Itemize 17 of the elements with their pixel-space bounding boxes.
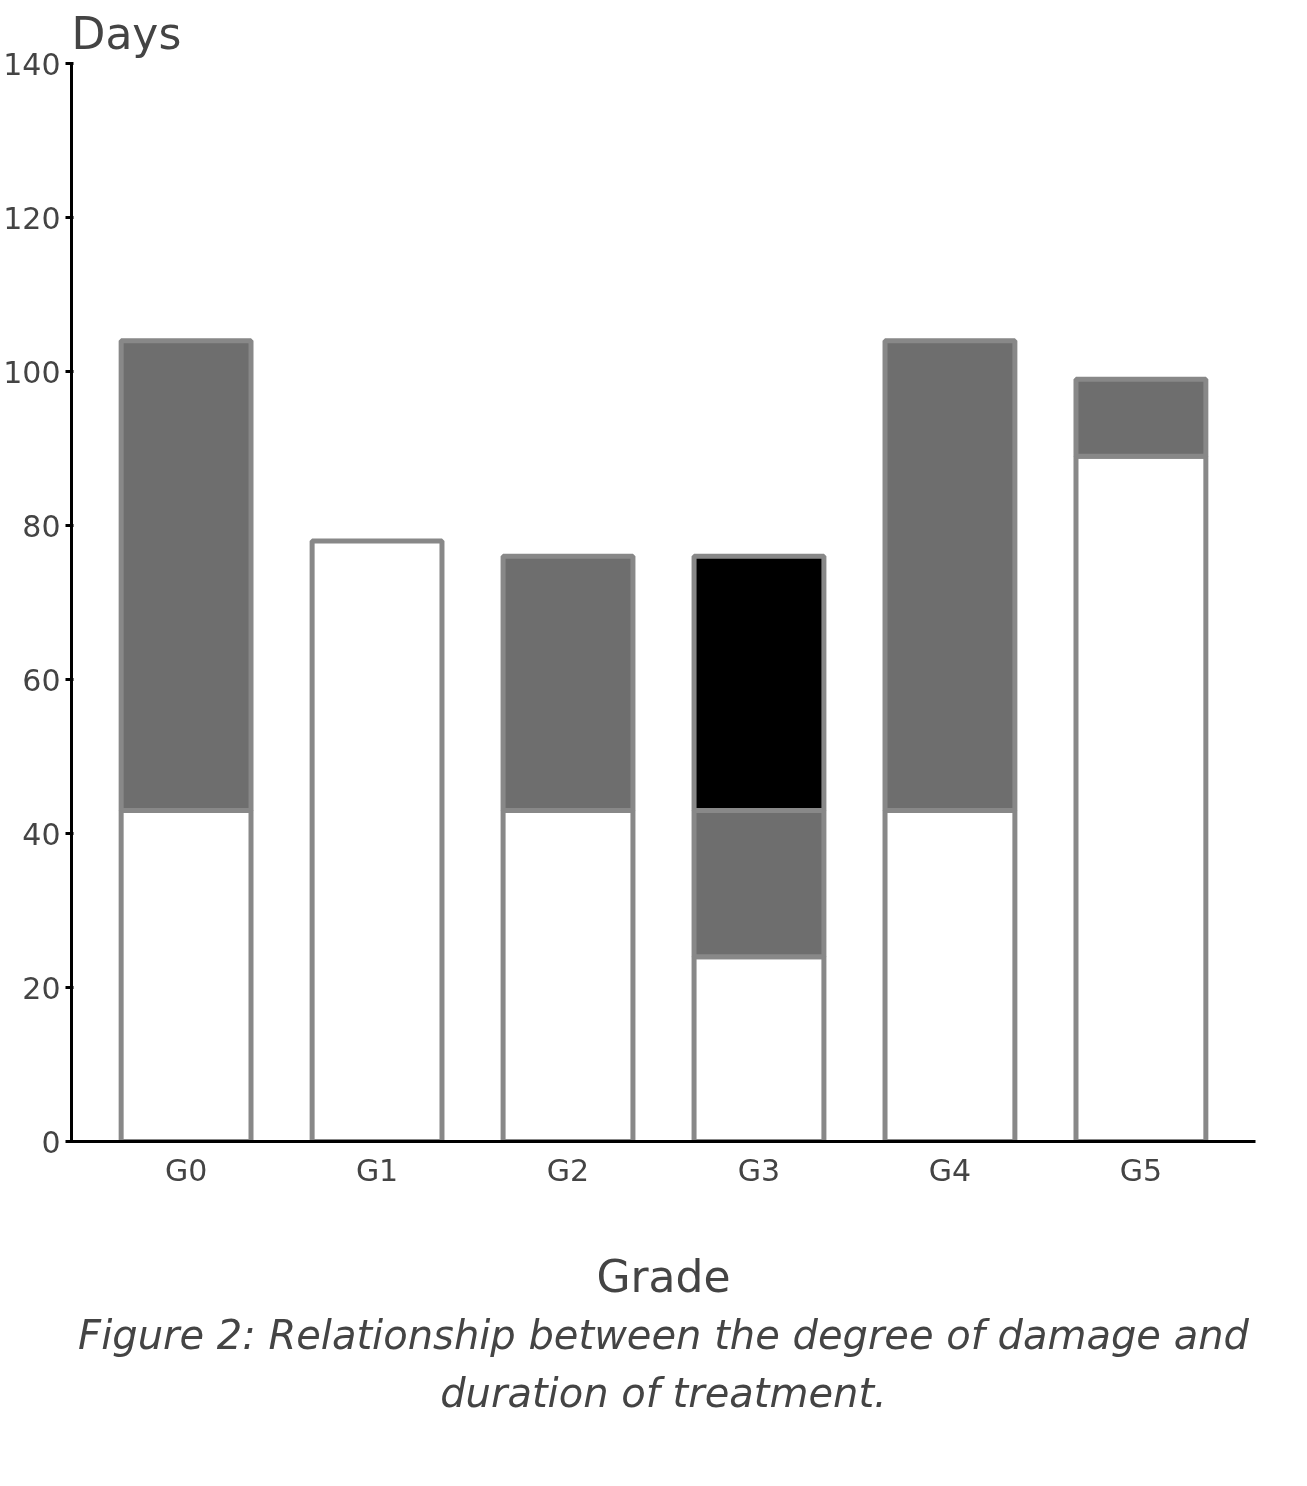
y-tick-label: 120	[3, 200, 61, 236]
x-tick-label: G4	[928, 1152, 972, 1188]
y-tick-label: 140	[3, 46, 61, 82]
y-tick-label: 80	[22, 508, 61, 544]
text: Figure 2: Relationship between the degree of damage and duration of treatment.	[78, 1311, 1250, 1416]
y-tick-label: 40	[22, 816, 61, 852]
x-tick-label: G2	[546, 1152, 590, 1188]
x-axis-title: Grade	[596, 1250, 731, 1302]
y-axis-title: Days	[71, 7, 182, 59]
y-tick-label: 100	[3, 354, 61, 390]
x-tick-label: G1	[355, 1152, 399, 1188]
y-tick-label: 60	[22, 662, 61, 698]
y-tick-label: 0	[41, 1124, 61, 1160]
y-tick-label: 20	[22, 970, 61, 1006]
x-tick-label: G0	[164, 1152, 208, 1188]
x-tick-label: G3	[737, 1152, 781, 1188]
x-tick-label: G5	[1119, 1152, 1163, 1188]
